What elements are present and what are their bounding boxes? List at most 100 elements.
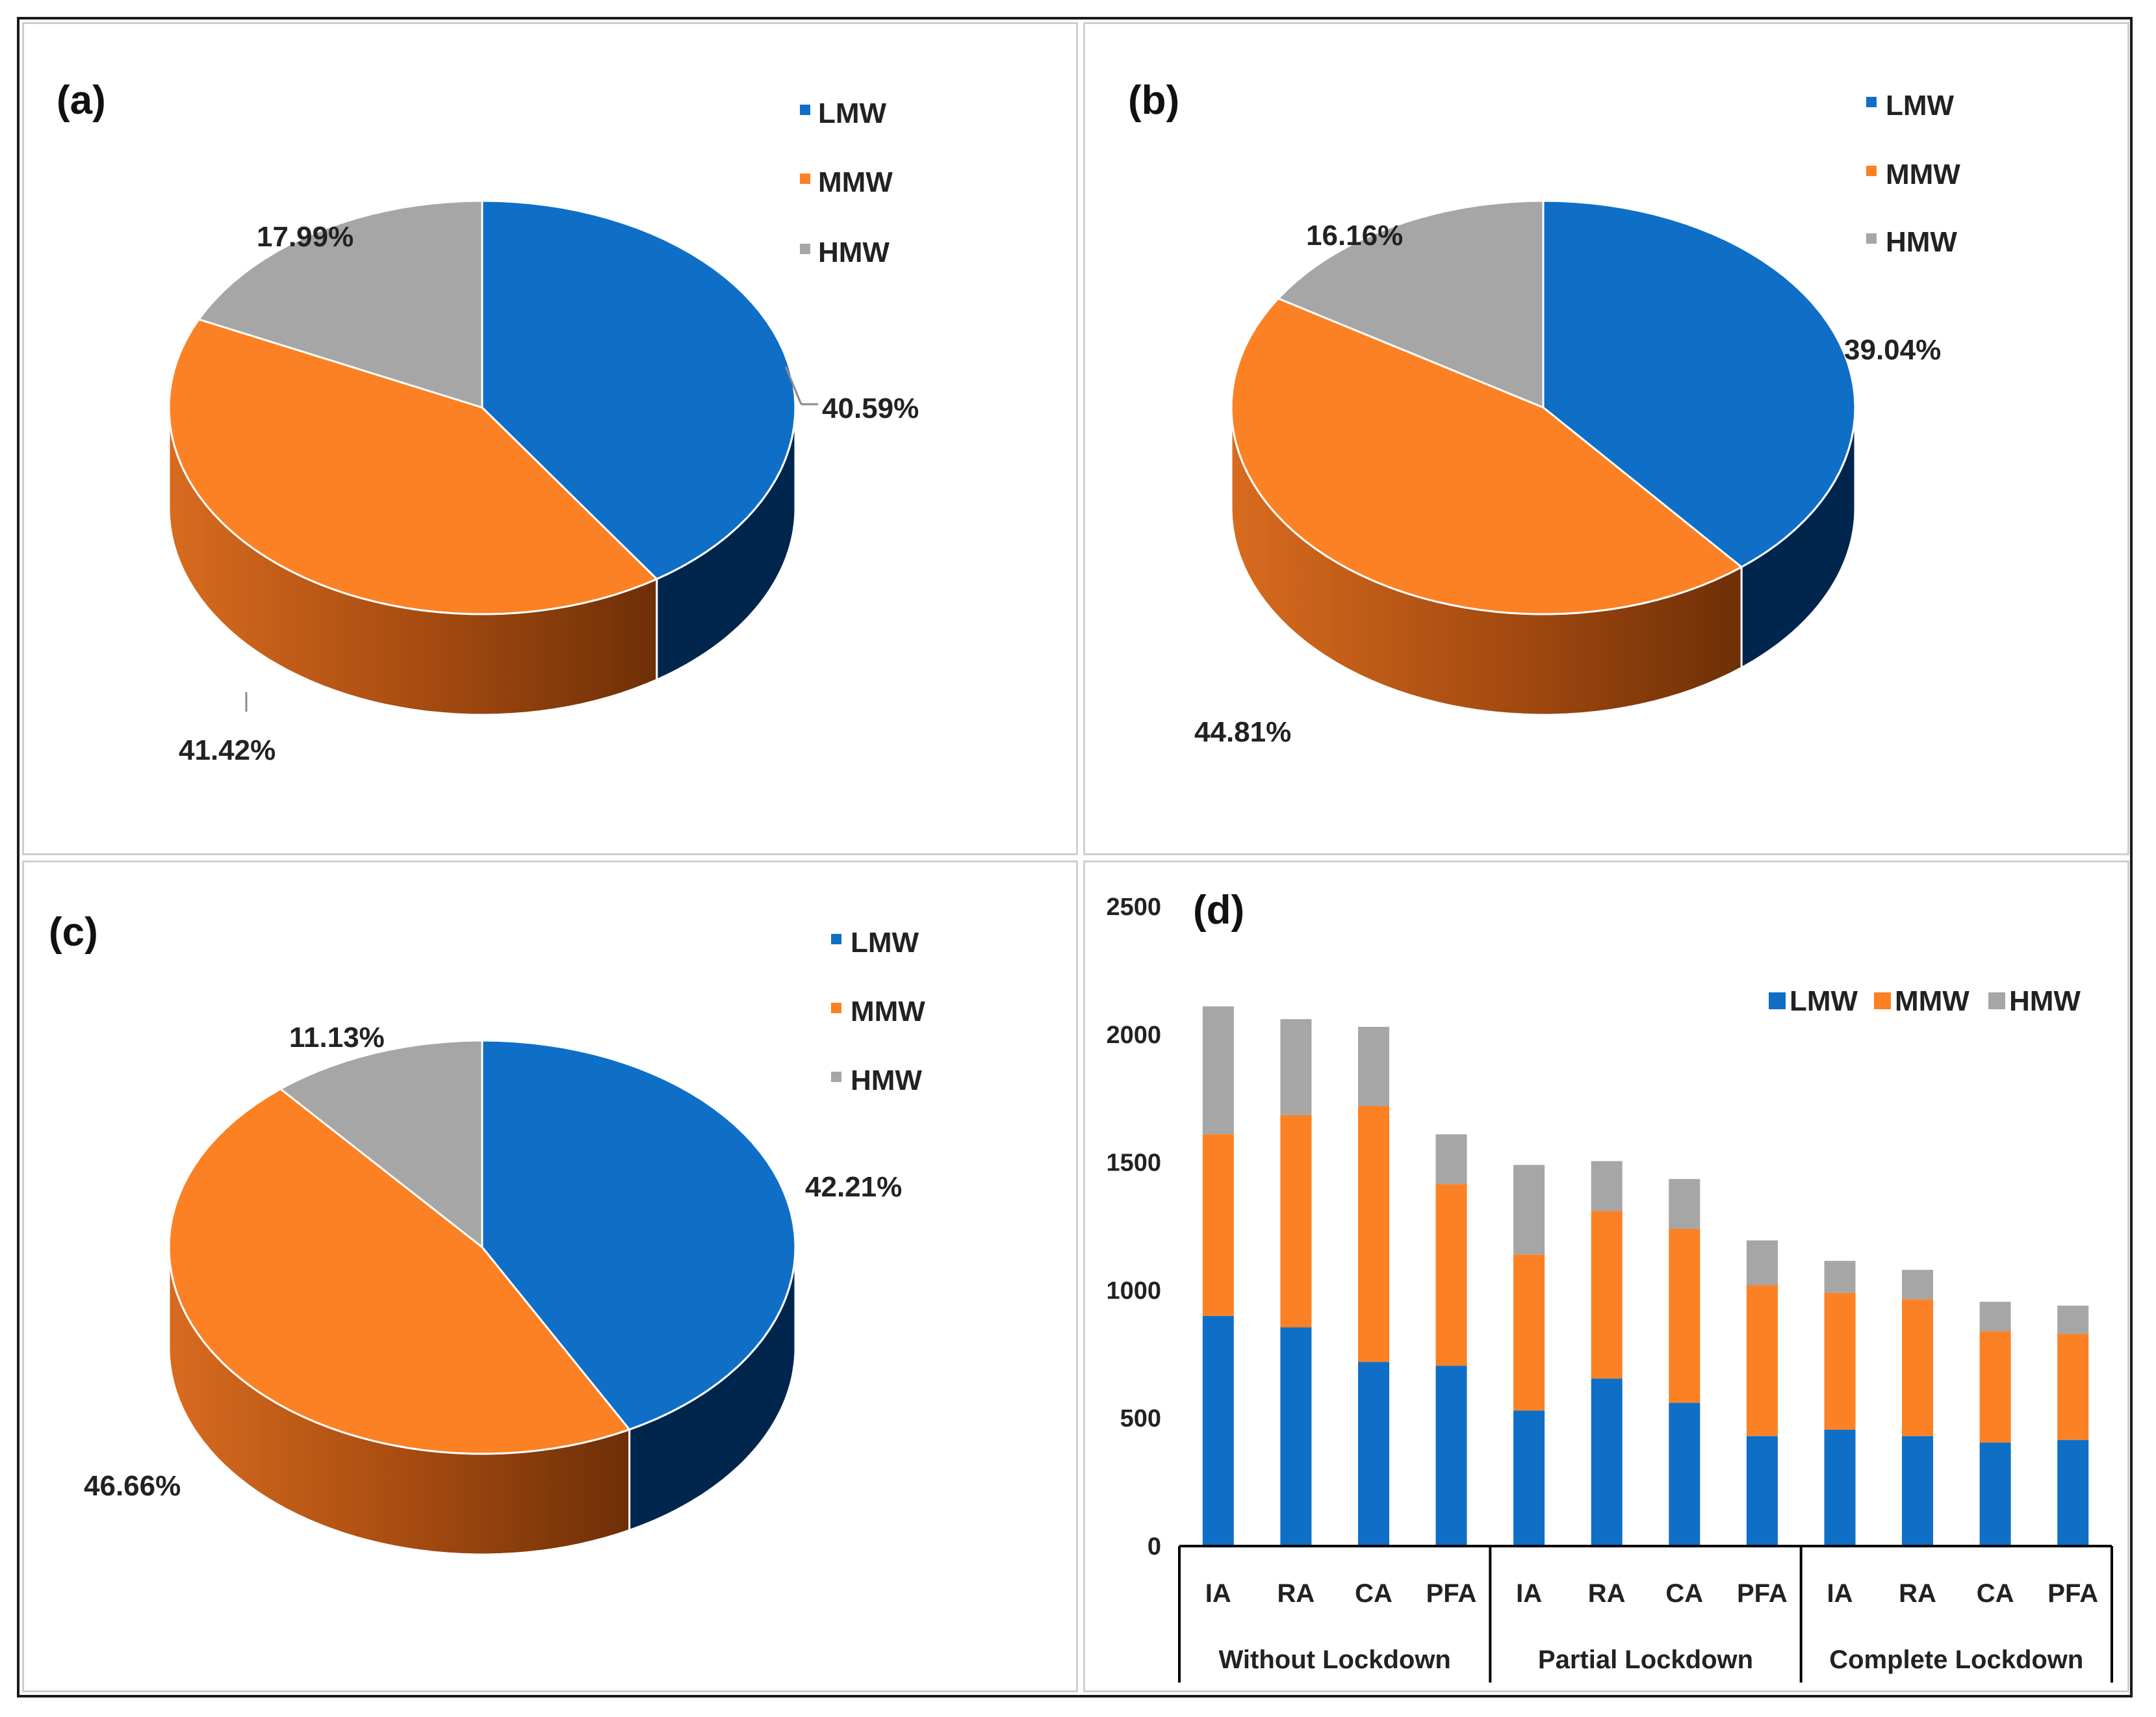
pct-label-lmw-c: 42.21% <box>805 1171 902 1203</box>
bar-lmw <box>1669 1402 1700 1546</box>
pie-slice-mmw <box>168 318 658 615</box>
bar-mmw <box>1824 1293 1856 1430</box>
legend-swatch-lmw <box>800 105 810 115</box>
bar-lmw <box>2057 1439 2089 1546</box>
legend-label-mmw: MMW <box>1886 159 1960 190</box>
bar-hmw <box>1435 1134 1467 1185</box>
x-tick-label: IA <box>1516 1579 1542 1608</box>
panel-b: (b) LMW MMW HMW 39.04% 44.81% 16.16% <box>1083 22 2129 855</box>
legend-label-lmw: LMW <box>1886 90 1955 122</box>
legend-swatch-lmw <box>831 934 841 944</box>
bar-lmw <box>1824 1429 1856 1546</box>
pct-label-mmw-c: 46.66% <box>84 1470 181 1502</box>
panel-d: (d) LMW MMW HMW 0 500 1000 1500 2000 2500 IA RA… <box>1083 860 2129 1692</box>
legend-swatch-hmw <box>1866 233 1877 244</box>
legend-c: LMW MMW HMW <box>831 927 925 1096</box>
bar-hmw <box>1746 1240 1778 1285</box>
pct-label-lmw-b: 39.04% <box>1844 334 1941 366</box>
panel-label-c: (c) <box>49 910 98 955</box>
x-tick-label: IA <box>1827 1579 1853 1608</box>
bar-lmw <box>1358 1362 1389 1546</box>
bar-mmw <box>1746 1285 1778 1436</box>
bar-hmw <box>1669 1179 1700 1229</box>
bar-mmw <box>1513 1254 1545 1411</box>
x-tick-label: CA <box>1665 1579 1703 1608</box>
legend-label-lmw: LMW <box>851 927 919 959</box>
bar-lmw <box>1746 1436 1778 1546</box>
bars-d: 0 500 1000 1500 2000 2500 IA RA CA PFA IA RA CA PFA IA… <box>1106 894 2113 1683</box>
pct-label-hmw-a: 17.99% <box>257 221 353 253</box>
bar-hmw <box>1280 1019 1312 1115</box>
legend-swatch-mmw <box>800 174 810 184</box>
group-label: Without Lockdown <box>1219 1646 1451 1674</box>
legend-label-lmw: LMW <box>818 97 887 129</box>
pie-a <box>168 200 797 716</box>
bar-lmw <box>1979 1442 2011 1546</box>
bar-mmw <box>1280 1115 1312 1328</box>
legend-swatch-lmw <box>1769 992 1786 1009</box>
x-tick-label: IA <box>1205 1579 1231 1608</box>
panel-a: (a) LMW MMW HMW 40.59% 41.42% 17.99% <box>22 22 1078 855</box>
pie-slice-hmw <box>1277 200 1545 409</box>
bar-hmw <box>1824 1261 1856 1293</box>
pie-slice-lmw <box>481 1039 797 1431</box>
pie-slice-lmw <box>481 200 797 580</box>
legend-swatch-hmw <box>831 1072 841 1082</box>
legend-label-hmw: HMW <box>818 237 890 268</box>
bar-mmw <box>1435 1184 1467 1366</box>
pie-slice-mmw <box>168 1088 631 1455</box>
y-tick-label: 2000 <box>1106 1022 1161 1049</box>
legend-label-mmw: MMW <box>818 166 893 198</box>
group-label: Partial Lockdown <box>1538 1646 1753 1674</box>
bar-mmw <box>1669 1228 1700 1403</box>
bar-hmw <box>1202 1006 1234 1135</box>
group-label: Complete Lockdown <box>1829 1646 2083 1674</box>
bar-mmw <box>1358 1106 1389 1362</box>
y-tick-label: 2500 <box>1106 894 1161 921</box>
x-tick-label: RA <box>1588 1579 1626 1608</box>
bar-lmw <box>1202 1315 1234 1546</box>
x-tick-label: PFA <box>2047 1579 2098 1608</box>
pie-slice-hmw <box>198 200 483 409</box>
pie-chart-b: (b) LMW MMW HMW 39.04% 44.81% 16.16% <box>1128 78 1960 748</box>
bar-mmw <box>1979 1331 2011 1443</box>
legend-swatch-mmw <box>1866 166 1877 176</box>
legend-swatch-mmw <box>1874 992 1891 1009</box>
leader-line-lmw-a <box>784 366 802 405</box>
panel-label-a: (a) <box>57 78 106 123</box>
bar-mmw <box>2057 1334 2089 1440</box>
y-tick-label: 1000 <box>1106 1277 1161 1304</box>
pct-label-mmw-a: 41.42% <box>179 734 276 766</box>
panel-label-d: (d) <box>1193 888 1244 933</box>
pie-chart-a: (a) LMW MMW HMW 40.59% 41.42% 17.99% <box>57 78 919 766</box>
legend-swatch-hmw <box>1988 992 2005 1009</box>
legend-label-lmw: LMW <box>1790 985 1858 1017</box>
legend-a: LMW MMW HMW <box>800 97 893 268</box>
pct-label-mmw-b: 44.81% <box>1194 716 1291 748</box>
legend-label-hmw: HMW <box>1886 226 1957 258</box>
bar-mmw <box>1202 1134 1234 1316</box>
figure-border <box>17 17 2133 1698</box>
legend-swatch-mmw <box>831 1003 841 1013</box>
legend-label-hmw: HMW <box>851 1065 922 1096</box>
bar-hmw <box>1358 1027 1389 1106</box>
x-tick-label: RA <box>1277 1579 1315 1608</box>
bar-hmw <box>1591 1161 1623 1211</box>
panel-label-b: (b) <box>1128 78 1179 123</box>
panel-c: (c) LMW MMW HMW 42.21% 46.66% 11.13% <box>22 860 1078 1692</box>
x-tick-label: PFA <box>1737 1579 1788 1608</box>
bar-mmw <box>1902 1299 1933 1436</box>
legend-d: LMW MMW HMW <box>1769 985 2081 1017</box>
bar-lmw <box>1435 1365 1467 1546</box>
bar-mmw <box>1591 1211 1623 1379</box>
legend-swatch-lmw <box>1866 97 1877 107</box>
x-tick-label: CA <box>1355 1579 1392 1608</box>
bar-lmw <box>1591 1378 1623 1546</box>
x-tick-label: CA <box>1977 1579 2014 1608</box>
legend-label-mmw: MMW <box>1895 985 1970 1017</box>
bar-hmw <box>1513 1165 1545 1255</box>
y-tick-label: 0 <box>1148 1533 1161 1560</box>
legend-swatch-hmw <box>800 244 810 254</box>
x-tick-label: PFA <box>1426 1579 1477 1608</box>
